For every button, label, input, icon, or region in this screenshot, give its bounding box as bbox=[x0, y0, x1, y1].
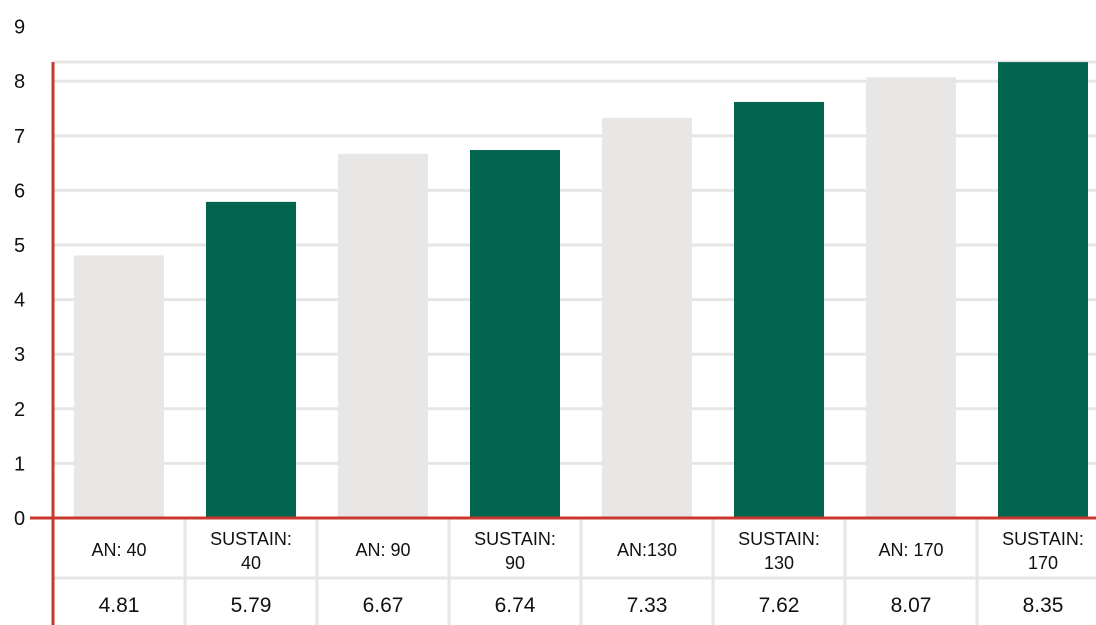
y-tick-label: 8 bbox=[14, 71, 25, 93]
x-category-label: AN: 90 bbox=[355, 540, 410, 560]
data-value-label: 6.74 bbox=[495, 594, 536, 617]
y-tick-label: 0 bbox=[14, 508, 25, 530]
bar bbox=[602, 117, 692, 519]
data-value-label: 6.67 bbox=[363, 594, 404, 617]
bar bbox=[74, 255, 164, 518]
y-tick-label: 1 bbox=[14, 453, 25, 475]
data-value-label: 7.62 bbox=[759, 594, 800, 617]
data-value-label: 4.81 bbox=[99, 594, 140, 617]
y-tick-label: 2 bbox=[14, 399, 25, 421]
bar bbox=[338, 153, 428, 518]
x-category-label: SUSTAIN: 170 bbox=[1002, 529, 1084, 573]
data-value-label: 8.07 bbox=[891, 594, 932, 617]
x-category-label: AN: 170 bbox=[878, 540, 943, 560]
bar bbox=[998, 62, 1088, 519]
y-tick-label: 5 bbox=[14, 235, 25, 257]
x-category-label: SUSTAIN: 130 bbox=[738, 529, 820, 573]
x-category-label: AN: 40 bbox=[91, 540, 146, 560]
bar bbox=[206, 201, 296, 518]
bar bbox=[866, 77, 956, 519]
data-value-label: 8.35 bbox=[1023, 594, 1064, 617]
y-tick-label: 6 bbox=[14, 180, 25, 202]
y-tick-label: 7 bbox=[14, 126, 25, 148]
data-value-label: 5.79 bbox=[231, 594, 272, 617]
x-category-label: SUSTAIN: 40 bbox=[210, 529, 292, 573]
bar bbox=[470, 149, 560, 518]
y-tick-label: 9 bbox=[14, 17, 25, 39]
bar bbox=[734, 101, 824, 518]
y-tick-label: 3 bbox=[14, 344, 25, 366]
data-value-label: 7.33 bbox=[627, 594, 668, 617]
x-category-label: AN:130 bbox=[617, 540, 677, 560]
y-tick-label: 4 bbox=[14, 290, 25, 312]
x-category-label: SUSTAIN: 90 bbox=[474, 529, 556, 573]
